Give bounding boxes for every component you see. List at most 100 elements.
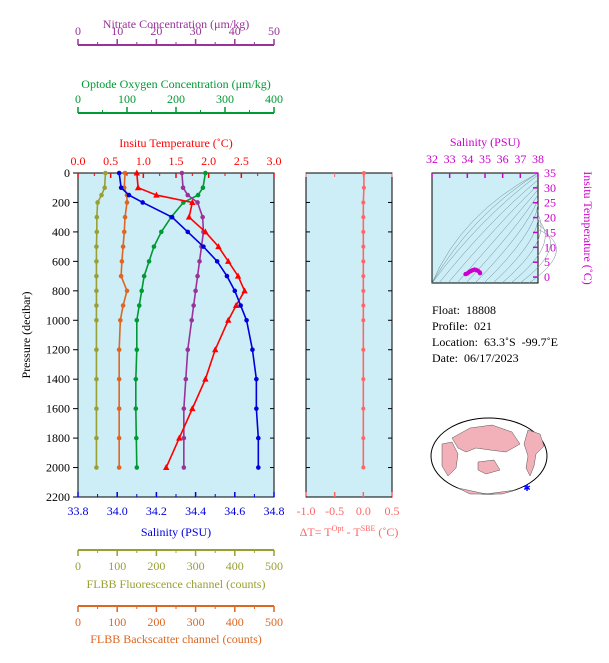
delta-t-point [361,229,366,234]
pressure-tick-label: 1200 [46,343,70,357]
delta-t-axis-label: ΔT= TOpt - TSBE (˚C) [300,524,399,539]
ts-salinity-tick-label: 32 [426,152,438,166]
backscatter-point [116,376,122,382]
delta-t-tick-label: -0.5 [325,504,344,518]
salinity-point [118,185,124,191]
fluorescence-point [94,244,99,249]
delta-t-axes-group: -1.0 -0.5 0.0 0.5 [297,172,400,518]
ts-temperature-axis-label: Insitu Temperature (˚C) [581,171,595,285]
temperature-point [189,198,196,205]
ts-temperature-tick-label: 10 [544,240,556,254]
backscatter-point [116,406,122,411]
backscatter-point [122,170,128,176]
nitrate-tick-label: 30 [190,24,202,38]
ts-panel [431,172,539,284]
oxygen-point [200,185,206,191]
salinity-point [116,170,122,176]
oxygen-point [139,288,144,294]
fluorescence-tick-label: 300 [187,559,205,573]
temperature-point [225,316,232,323]
salinity-point [140,200,145,205]
ts-salinity-axis-label: Salinity (PSU) [450,135,520,149]
oxygen-point [195,192,201,198]
temperature-point [241,287,248,294]
map-landmass-australia [477,459,501,475]
salinity-tick-label: 34.8 [264,504,285,518]
nitrate-tick-label: 10 [111,24,123,38]
temperature-tick-label: 3.0 [267,154,282,168]
fluorescence-point [94,435,99,441]
delta-t-point [361,377,366,382]
location: Location: 63.3˚S -99.7˚E [432,335,558,349]
fluorescence-axis-label: FLBB Fluorescence channel (counts) [87,577,266,591]
profile-series-group [94,169,261,471]
delta-t-point [361,436,366,441]
backscatter-point [124,288,130,294]
backscatter-point [116,465,122,470]
oxygen-tick-label: 300 [216,92,234,106]
delta-t-point [361,244,366,249]
ts-temperature-tick-label: 20 [544,211,556,225]
oxygen-point [141,273,147,279]
oxygen-tick-label: 100 [118,92,136,106]
nitrate-point [193,288,198,294]
oxygen-point [203,170,208,176]
nitrate-tick-label: 50 [268,24,280,38]
salinity-tick-label: 34.6 [224,504,245,518]
temperature-point [225,257,232,264]
ts-salinity-tick-label: 35 [479,152,491,166]
ts-density-contour [438,179,539,284]
salinity-tick-label: 34.0 [107,504,128,518]
salinity-point [214,259,220,264]
oxygen-point [159,229,164,235]
temperature-point [234,272,242,279]
delta-t-point [361,185,366,190]
delta-t-tick-label: 0.0 [356,504,371,518]
fluorescence-tick-label: 400 [226,559,244,573]
oxygen-point [151,244,157,249]
nitrate-point [181,406,187,411]
fluorescence-point [102,185,107,191]
temperature-point [202,228,209,235]
fluorescence-point [94,317,99,323]
nitrate-point [197,259,202,264]
backscatter-point [116,435,122,441]
salinity-point [250,347,255,353]
map-landmass-americas [523,429,545,477]
ts-salinity-tick-label: 33 [444,152,456,166]
ts-density-contour [447,184,539,284]
nitrate-tick-label: 0 [75,24,81,38]
delta-t-point [361,274,366,279]
salinity-point [256,435,261,441]
oxygen-point [136,303,142,308]
oxygen-point [133,376,139,382]
salinity-tick-label: 34.4 [185,504,206,518]
ts-temperature-tick-label: 15 [544,225,556,239]
backscatter-point [122,214,128,220]
salinity-point [254,376,259,382]
map-landmass-asia [451,424,521,453]
nitrate-point [189,317,194,323]
nitrate-tick-label: 20 [150,24,162,38]
temperature-point [176,434,183,441]
ts-salinity-tick-label: 38 [532,152,544,166]
nitrate-point [195,200,200,205]
ts-density-contour [510,219,546,284]
ts-density-contour [528,229,557,284]
delta-t-point [361,200,366,205]
temperature-tick-label: 2.0 [201,154,216,168]
pressure-tick-label: 200 [52,195,70,209]
fluorescence-point [94,259,99,264]
temperature-point [185,213,193,220]
backscatter-tick-label: 300 [187,615,205,629]
ts-temperature-tick-label: 25 [544,196,556,210]
float-location-marker: ✱ [523,483,531,493]
nitrate-point [191,303,196,308]
temperature-axis-label: Insitu Temperature (˚C) [119,136,233,150]
nitrate-tick-label: 40 [229,24,241,38]
oxygen-point [146,259,152,264]
ts-salinity-tick-label: 34 [461,152,473,166]
fluorescence-point [94,273,99,279]
salinity-point [169,214,175,220]
